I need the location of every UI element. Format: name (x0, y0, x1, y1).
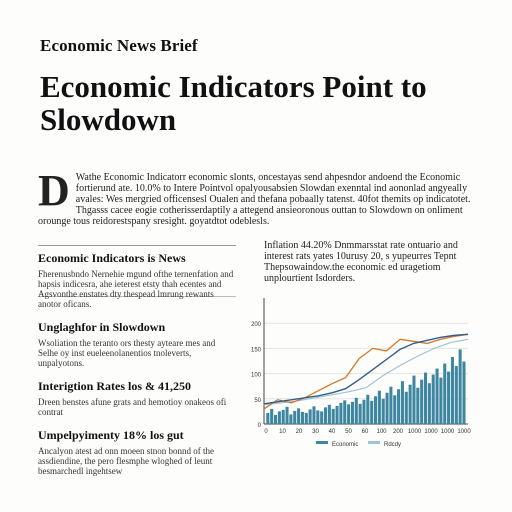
economic-chart: 200 150 100 50 0 0 10 20 30 40 50 60 100 200 1000 1000 1… (246, 292, 474, 462)
bar (377, 390, 381, 424)
bar (420, 379, 424, 424)
section-heading: Economic Indicators is News (38, 251, 186, 265)
bar (327, 404, 331, 424)
bar (281, 409, 285, 424)
bar (308, 409, 312, 424)
bar (454, 366, 458, 424)
bar (289, 414, 293, 424)
x-tick-label: 40 (329, 429, 336, 435)
bar (435, 368, 439, 424)
x-tick-label: 1000 (424, 429, 438, 435)
bar (320, 411, 324, 424)
bar (447, 371, 451, 424)
bar (431, 374, 435, 424)
bar (300, 411, 304, 424)
bar (416, 387, 420, 424)
section-heading: Umpelpyimenty 18% los gut (38, 428, 184, 442)
x-tick-label: 0 (264, 429, 268, 435)
bar (370, 400, 374, 424)
x-tick-label: 1000 (441, 429, 455, 435)
bar (297, 408, 301, 424)
section-heading: Unglaghfor in Slowdown (38, 320, 166, 334)
section-body: Fherenusbndo Nernehie mgund ofthe ternen… (38, 269, 234, 309)
x-tick-label: 50 (345, 429, 352, 435)
y-tick-label: 200 (251, 322, 262, 328)
bar (397, 389, 401, 424)
bar (385, 392, 389, 424)
series-line-blue (263, 333, 469, 405)
drop-cap: D (38, 166, 70, 215)
x-tick-label: 100 (376, 429, 387, 435)
bar (354, 397, 358, 424)
section-body: Ancalyon atest ad onn moeen stnon bonnd … (38, 446, 214, 476)
bar (335, 405, 339, 424)
bar (427, 383, 431, 424)
bar (266, 412, 270, 424)
bar (366, 394, 370, 424)
bar (423, 372, 428, 424)
bar (393, 395, 397, 424)
legend-label: Economic (332, 442, 358, 448)
bar (304, 412, 308, 424)
bar (273, 414, 278, 424)
legend-swatch (316, 441, 328, 444)
bar (339, 402, 343, 424)
bar (373, 396, 378, 424)
bar (270, 408, 274, 424)
y-tick-label: 100 (251, 373, 262, 379)
section-unemployment: Umpelpyimenty 18% los gut Ancalyon atest… (38, 428, 236, 477)
x-tick-label: 10 (279, 429, 286, 435)
bar (412, 375, 416, 424)
bar (362, 399, 366, 424)
bar (408, 384, 412, 424)
x-tick-label: 60 (362, 429, 369, 435)
x-tick-label: 30 (312, 429, 319, 435)
bar (277, 411, 281, 424)
y-tick-label: 50 (254, 398, 261, 404)
x-tick-label: 20 (296, 429, 303, 435)
bar (450, 356, 454, 424)
y-tick-label: 0 (258, 423, 262, 429)
section-body: Wsoliation the teranto ors thesty aytear… (38, 338, 216, 368)
brief-title: Economic News Brief (40, 36, 198, 55)
section-slowdown: Unglaghfor in Slowdown Wsoliation the te… (38, 320, 236, 369)
legend-label: Rdcdy (384, 442, 401, 448)
bar (316, 410, 320, 424)
bar (389, 386, 393, 424)
bar (350, 401, 354, 424)
section-heading: Interigtion Rates los & 41,250 (38, 379, 191, 393)
bar (285, 406, 289, 424)
bar (439, 377, 443, 424)
x-tick-label: 200 (393, 429, 404, 435)
series-line-orange (263, 333, 469, 410)
y-tick-label: 150 (251, 347, 262, 353)
legend-swatch (368, 441, 380, 444)
bar (462, 361, 466, 424)
bar (343, 400, 347, 424)
bar (404, 391, 408, 424)
bar (400, 381, 404, 424)
x-tick-label: 1000 (408, 429, 422, 435)
section-divider (38, 245, 236, 246)
bar (331, 408, 335, 424)
section-body: Dreen benstes afune grats and hemotioy o… (38, 397, 227, 417)
bar (347, 404, 351, 424)
bar (443, 363, 447, 424)
lead-text: Wathe Economic Indicatorr economic slont… (38, 172, 471, 227)
section-economic-indicators: Economic Indicators is News Fherenusbndo… (38, 251, 236, 310)
headline: Economic Indicators Point to Slowdown (40, 69, 427, 137)
bar (323, 407, 328, 424)
x-tick-label: 1000 (457, 429, 471, 435)
bar (358, 403, 362, 424)
bar (293, 410, 297, 424)
left-column: Economic Indicators is News Fherenusbndo… (38, 252, 236, 488)
lead-paragraph: D Wathe Economic Indicatorr economic slo… (38, 166, 478, 228)
bar (381, 398, 385, 424)
section-divider (38, 296, 236, 297)
bar (458, 349, 462, 424)
bar (312, 406, 316, 424)
section-interest-rates: Interigtion Rates los & 41,250 Dreen ben… (38, 379, 236, 418)
inflation-paragraph: Inflation 44.20% Dnmmarsstat rate ontuar… (264, 240, 458, 284)
